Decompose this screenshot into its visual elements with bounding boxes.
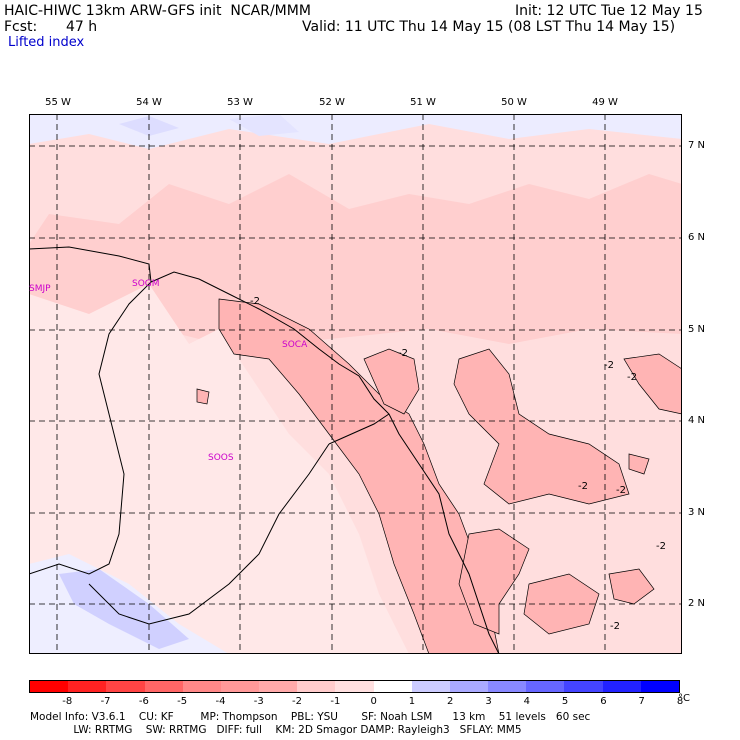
model-info-line2: LW: RRTMG SW: RRTMG DIFF: full KM: 2D Sm…	[30, 724, 522, 736]
station-label: SOGM	[132, 279, 160, 289]
colorbar-tick-label: -4	[215, 696, 226, 707]
colorbar-tick-label: 4	[523, 696, 530, 707]
lon-label: 54 W	[136, 97, 162, 108]
colorbar-tick-label: -6	[138, 696, 149, 707]
colorbar-swatch	[144, 681, 183, 692]
colorbar-tick-label: 5	[561, 696, 569, 707]
colorbar-tick-label: 3	[485, 696, 492, 707]
shade-region	[363, 348, 420, 415]
colorbar-tick-label: 8	[676, 696, 684, 707]
shade-region	[29, 174, 682, 354]
contour-label: -2	[616, 485, 626, 496]
contour-label: -2	[604, 360, 614, 371]
forecast-hour: 47 h	[66, 19, 98, 35]
valid-time: Valid: 11 UTC Thu 14 May 15 (08 LST Thu …	[302, 19, 676, 35]
contour-label: -2	[627, 372, 637, 383]
contour-label: -2	[610, 621, 620, 632]
station-label: SOCA	[282, 340, 308, 350]
colorbar-swatch	[411, 681, 450, 692]
colorbar-tick-label: -1	[330, 696, 341, 707]
colorbar-swatch	[640, 681, 679, 692]
lat-label: 7 N	[688, 140, 706, 151]
colorbar-swatch	[297, 681, 336, 692]
init-time: Init: 12 UTC Tue 12 May 15	[515, 3, 703, 19]
lon-label: 49 W	[592, 97, 618, 108]
colorbar-unit: °C	[678, 693, 690, 704]
shade-region	[608, 568, 655, 605]
station-label: SOOS	[208, 453, 234, 463]
colorbar-swatch	[449, 681, 489, 692]
colorbar-tick-label: -8	[62, 696, 73, 707]
colorbar-tick-label: -3	[253, 696, 264, 707]
shade-region	[59, 569, 189, 649]
colorbar-swatch	[488, 681, 527, 692]
shade-region	[628, 453, 650, 475]
shade-region	[196, 388, 210, 405]
lat-label: 2 N	[688, 598, 706, 609]
colorbar-tick-label: 1	[408, 696, 416, 707]
lat-label: 4 N	[688, 415, 706, 426]
colorbar-swatch	[373, 681, 412, 692]
model-info-line1: Model Info: V3.6.1 CU: KF MP: Thompson P…	[30, 711, 591, 723]
colorbar-tick-label: 6	[600, 696, 607, 707]
colorbar-tick-label: -5	[177, 696, 188, 707]
contour-label: -2	[250, 296, 260, 307]
field-name: Lifted index	[8, 35, 85, 50]
colorbar-tick-label: -2	[292, 696, 303, 707]
colorbar-swatch	[602, 681, 641, 692]
colorbar-tick-label: 0	[370, 696, 377, 707]
shade-region	[218, 298, 500, 654]
lat-label: 3 N	[688, 507, 706, 518]
colorbar-swatch	[68, 681, 107, 692]
contour-label: -2	[656, 541, 666, 552]
lat-label: 5 N	[688, 324, 706, 335]
colorbar-swatch	[30, 681, 69, 692]
shade-region	[29, 284, 409, 654]
colorbar-swatch	[564, 681, 603, 692]
contour-label: -2	[578, 481, 588, 492]
shade-region	[623, 353, 682, 415]
border-line	[328, 413, 390, 445]
lon-label: 52 W	[319, 97, 345, 108]
lon-label: 55 W	[45, 97, 71, 108]
colorbar	[29, 680, 680, 693]
map-panel	[29, 114, 682, 654]
colorbar-swatch	[220, 681, 260, 692]
lon-label: 51 W	[410, 97, 436, 108]
graticule	[29, 114, 682, 654]
colorbar-swatch	[526, 681, 565, 692]
model-title: HAIC-HIWC 13km ARW-GFS init NCAR/MMM	[4, 3, 311, 19]
station-label: SMJP	[29, 284, 51, 294]
shade-region	[29, 114, 682, 149]
colorbar-swatch	[259, 681, 298, 692]
shade-region	[229, 114, 299, 136]
border-line	[150, 271, 500, 654]
forecast-label: Fcst:	[4, 19, 38, 35]
lon-label: 50 W	[501, 97, 527, 108]
colorbar-swatch	[106, 681, 145, 692]
coastline	[29, 246, 152, 575]
map-frame	[29, 114, 682, 654]
colorbar-tick-label: 7	[638, 696, 645, 707]
colorbar-swatch	[335, 681, 374, 692]
lon-label: 53 W	[227, 97, 253, 108]
colorbar-swatch	[182, 681, 221, 692]
colorbar-tick-label: 2	[447, 696, 454, 707]
contour-label: -2	[398, 348, 408, 359]
lat-label: 6 N	[688, 232, 706, 243]
colorbar-tick-label: -7	[100, 696, 111, 707]
border-line	[88, 443, 330, 625]
